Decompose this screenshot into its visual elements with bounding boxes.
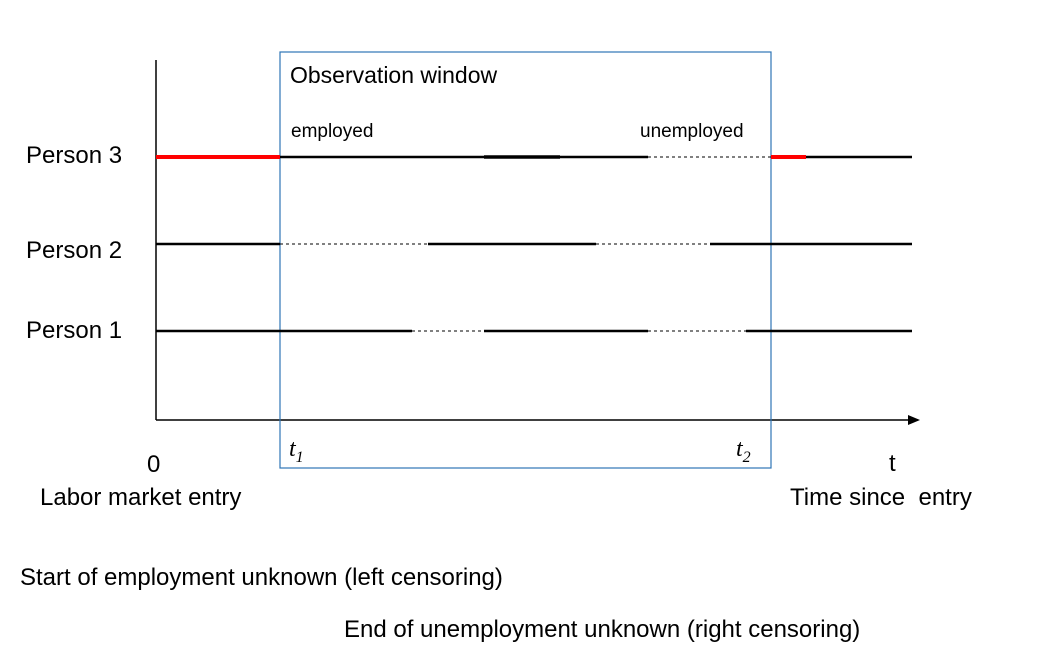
person-3-label: Person 3 <box>26 142 122 169</box>
observation-window <box>279 51 772 469</box>
person-1-label: Person 1 <box>26 317 122 344</box>
t2-label: t2 <box>736 436 751 466</box>
right-censoring-note: End of unemployment unknown (right censo… <box>344 616 860 643</box>
origin-caption: Labor market entry <box>40 484 241 511</box>
t-axis-symbol: t <box>889 450 896 477</box>
origin-label: 0 <box>147 451 160 478</box>
person-2-label: Person 2 <box>26 237 122 264</box>
unemployed-label: unemployed <box>640 121 744 142</box>
observation-window-label: Observation window <box>290 62 497 88</box>
employed-label: employed <box>291 121 373 142</box>
t-axis-caption: Time since entry <box>790 484 972 511</box>
t1-label: t1 <box>289 436 304 466</box>
left-censoring-note: Start of employment unknown (left censor… <box>20 564 503 591</box>
